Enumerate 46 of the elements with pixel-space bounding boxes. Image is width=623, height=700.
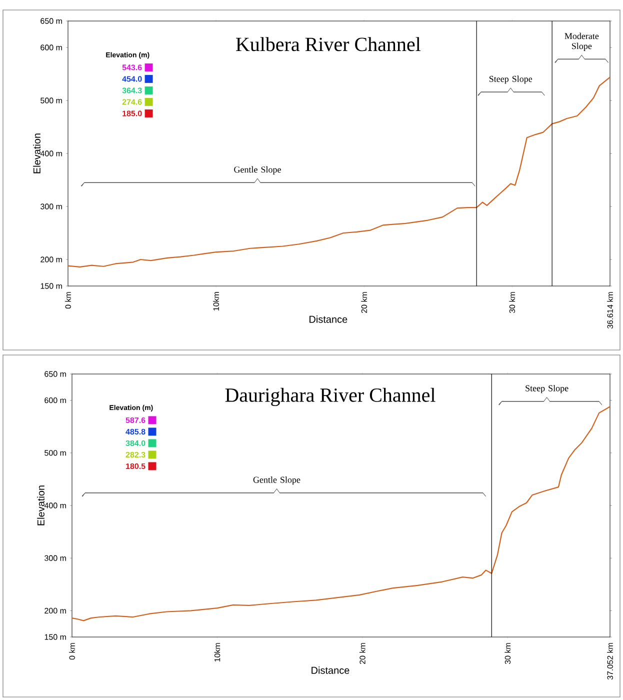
text: Daurighara River Channel: [225, 388, 436, 406]
y-tick-label: 500 m: [40, 98, 62, 104]
annotation: Gentle Slope: [253, 476, 300, 485]
x-tick-label: 10km: [213, 292, 219, 310]
y-tick-label: 400 m: [44, 502, 66, 508]
y-tick-label: 200 m: [40, 256, 62, 262]
y-tick-label: 150 m: [44, 634, 66, 640]
line-series: [67, 76, 611, 268]
y-tick-label: 400 m: [40, 150, 62, 156]
y-tick-label: 200 m: [44, 608, 66, 614]
annotation: Steep Slope: [489, 76, 532, 84]
x-tick-label: 10km: [214, 643, 220, 662]
annotation: 282.3: [126, 452, 146, 458]
annotation: 485.8: [126, 428, 146, 435]
x-axis-title: Distance: [312, 666, 350, 674]
annotation: 454.0: [122, 76, 142, 82]
annotation: 274.6: [122, 99, 142, 105]
annotation: Steep Slope: [526, 384, 568, 394]
y-tick-label: 500 m: [44, 450, 66, 456]
annotation: Gentle Slope: [234, 166, 281, 174]
x-tick-label: 0 km: [69, 643, 75, 660]
y-tick-label: 300 m: [40, 204, 62, 210]
annotation: 364.3: [122, 88, 142, 94]
y-tick-label: 300 m: [44, 555, 66, 561]
annotation: 384.0: [126, 440, 146, 446]
annotation: Moderate Slope: [564, 32, 599, 51]
x-axis-title: Distance: [310, 316, 348, 323]
y-tick-label: 600 m: [44, 397, 66, 404]
x-tick-label: 30 km: [504, 643, 511, 664]
x-tick-label: 0 km: [65, 292, 71, 309]
annotation: 185.0: [122, 110, 142, 116]
y-axis-title: Elevation: [33, 134, 40, 174]
x-tick-label: 37.052 km: [607, 643, 613, 680]
x-tick-label: 36.614 km: [607, 292, 613, 329]
y-axis-title: Elevation: [37, 486, 44, 526]
text: Kulbera River Channel: [236, 37, 421, 52]
y-tick-label: 650 m: [40, 18, 62, 24]
x-tick-label: 20 km: [361, 292, 368, 313]
annotation: 180.5: [126, 463, 146, 470]
x-tick-label: 20 km: [359, 643, 366, 664]
y-tick-label: 150 m: [40, 283, 62, 289]
y-tick-label: 650 m: [44, 371, 66, 377]
annotation: 587.6: [126, 417, 146, 424]
annotation: 543.6: [122, 64, 142, 70]
x-tick-label: 30 km: [509, 292, 516, 314]
y-tick-label: 600 m: [40, 44, 62, 50]
